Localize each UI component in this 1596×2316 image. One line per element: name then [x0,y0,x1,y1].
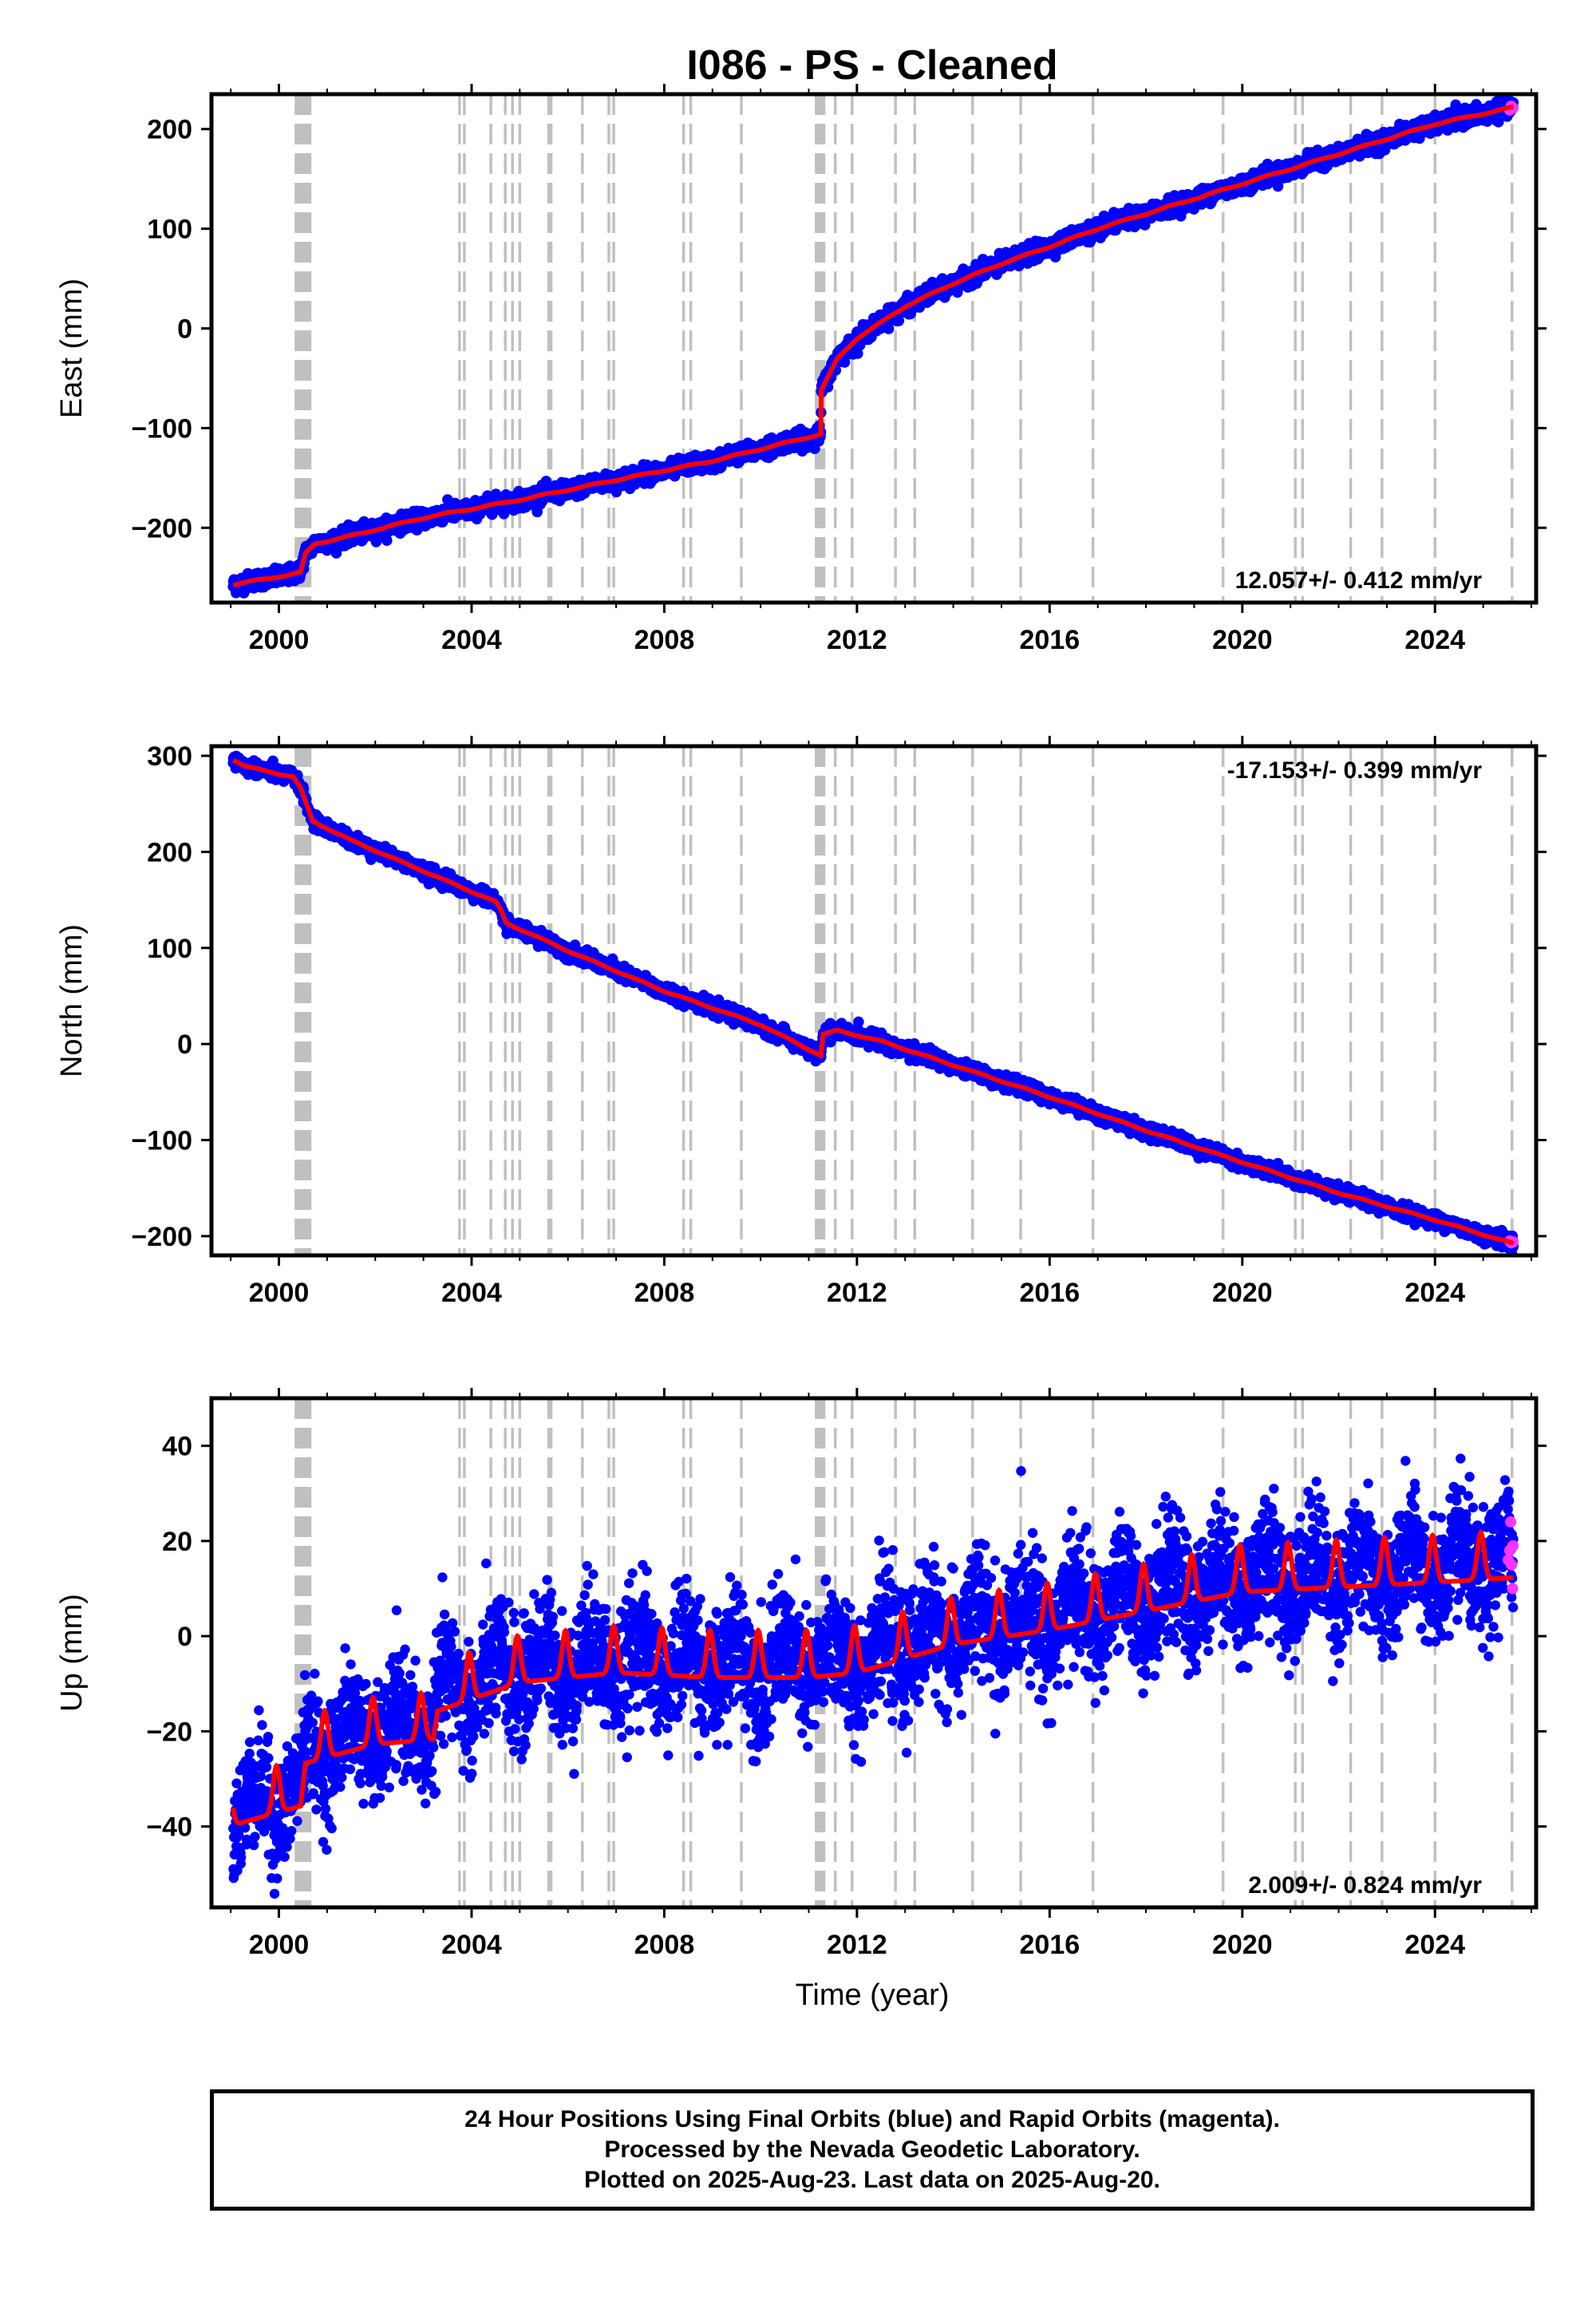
velocity-rate-label: 12.057+/- 0.412 mm/yr [1235,567,1483,594]
x-tick-label: 2004 [441,625,502,655]
y-tick-label: 200 [147,115,192,145]
east-panel: 2000 2004 2008 2012 2016 2020 2024 −200 −100 0 100… [55,84,1547,655]
x-tick-label: 2008 [634,625,695,655]
x-tick-label: 2000 [249,625,310,655]
chart-title: I086 - PS - Cleaned [686,42,1057,89]
x-tick-label: 2020 [1212,625,1273,655]
final-orbit-points [227,94,1519,599]
y-tick-label: 100 [147,215,192,245]
y-tick-label: −200 [131,513,192,543]
x-tick-label: 2012 [827,625,887,655]
final-orbit-points [227,750,1519,1255]
y-tick-label: 0 [177,314,192,345]
y-tick-label: −100 [131,413,192,444]
y-axis-label: East (mm) [55,279,89,418]
x-tick-label: 2016 [1020,625,1080,655]
x-tick-label: 2024 [1404,625,1465,655]
north-panel: 2000 2004 2008 2012 2016 2020 2024−200−1000100… [55,736,1547,1308]
